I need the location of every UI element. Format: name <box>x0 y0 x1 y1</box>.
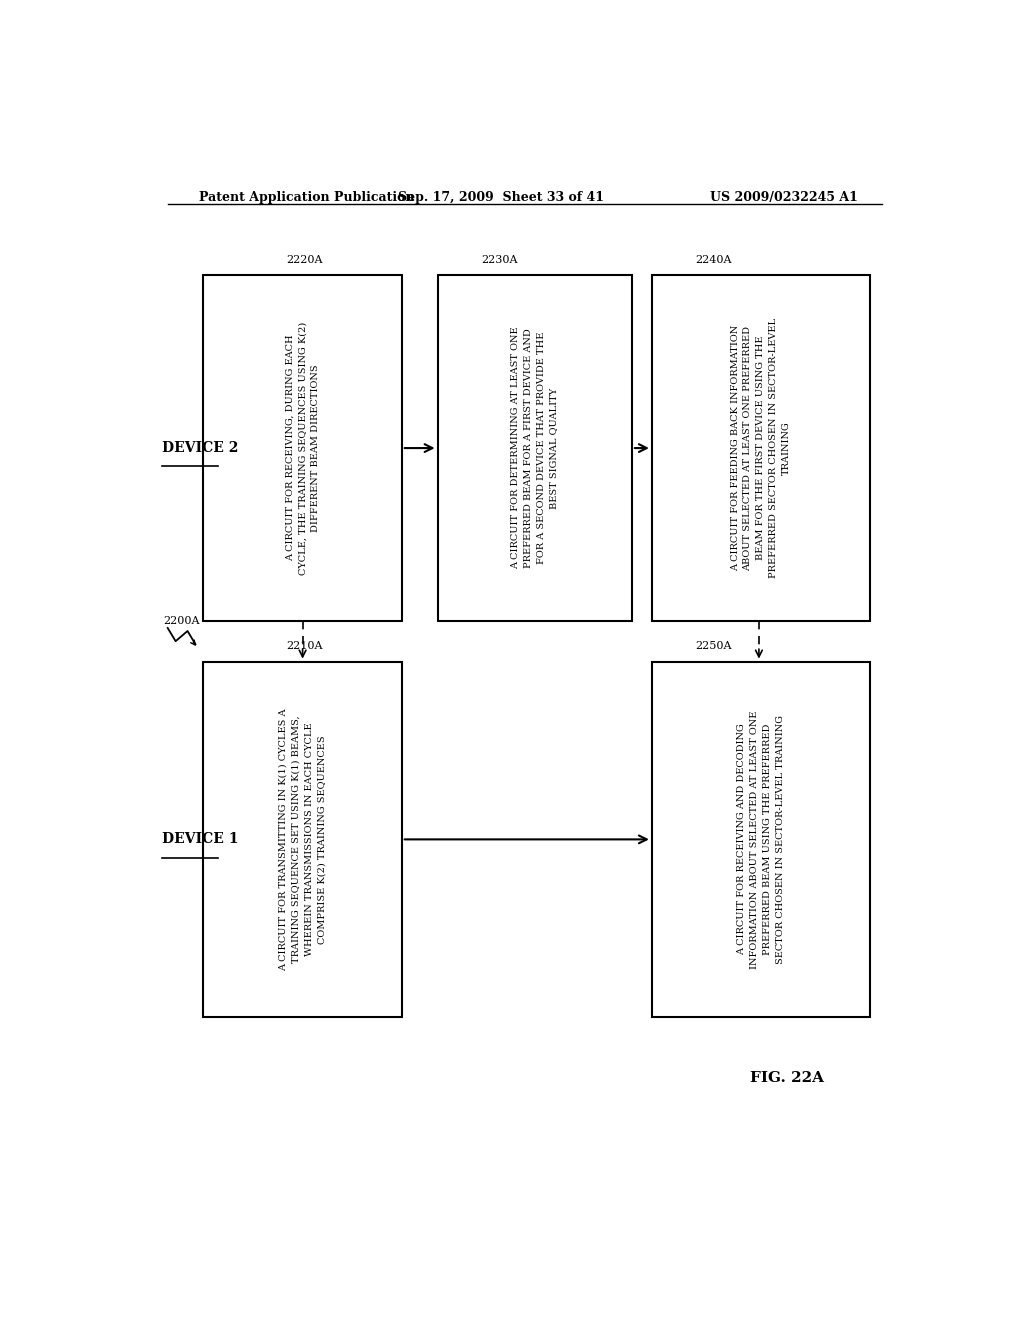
Text: A CIRCUIT FOR TRANSMITTING IN K(1) CYCLES A
TRAINING SEQUENCE SET USING K(1) BEA: A CIRCUIT FOR TRANSMITTING IN K(1) CYCLE… <box>279 708 327 970</box>
Text: A CIRCUIT FOR FEEDING BACK INFORMATION
ABOUT SELECTED AT LEAST ONE PREFERRED
BEA: A CIRCUIT FOR FEEDING BACK INFORMATION A… <box>731 318 792 578</box>
Text: Sep. 17, 2009  Sheet 33 of 41: Sep. 17, 2009 Sheet 33 of 41 <box>398 191 604 203</box>
Text: 2220A: 2220A <box>287 255 324 265</box>
Text: 2200A: 2200A <box>164 616 201 626</box>
Bar <box>652 661 870 1018</box>
Bar <box>204 661 401 1018</box>
Text: Patent Application Publication: Patent Application Publication <box>200 191 415 203</box>
Bar <box>652 276 870 620</box>
Text: 2230A: 2230A <box>481 255 518 265</box>
Text: A CIRCUIT FOR RECEIVING AND DECODING
INFORMATION ABOUT SELECTED AT LEAST ONE
PRE: A CIRCUIT FOR RECEIVING AND DECODING INF… <box>737 710 784 969</box>
Text: 2210A: 2210A <box>287 642 324 651</box>
Text: 2250A: 2250A <box>695 642 732 651</box>
Text: A CIRCUIT FOR RECEIVING, DURING EACH
CYCLE, THE TRAINING SEQUENCES USING K(2)
DI: A CIRCUIT FOR RECEIVING, DURING EACH CYC… <box>286 322 319 574</box>
Bar <box>437 276 632 620</box>
Text: DEVICE 1: DEVICE 1 <box>162 833 239 846</box>
Text: A CIRCUIT FOR DETERMINING AT LEAST ONE
PREFERRED BEAM FOR A FIRST DEVICE AND
FOR: A CIRCUIT FOR DETERMINING AT LEAST ONE P… <box>511 327 558 569</box>
Text: US 2009/0232245 A1: US 2009/0232245 A1 <box>711 191 858 203</box>
Text: FIG. 22A: FIG. 22A <box>750 1072 823 1085</box>
Text: DEVICE 2: DEVICE 2 <box>162 441 239 455</box>
Bar <box>204 276 401 620</box>
Text: 2240A: 2240A <box>695 255 732 265</box>
